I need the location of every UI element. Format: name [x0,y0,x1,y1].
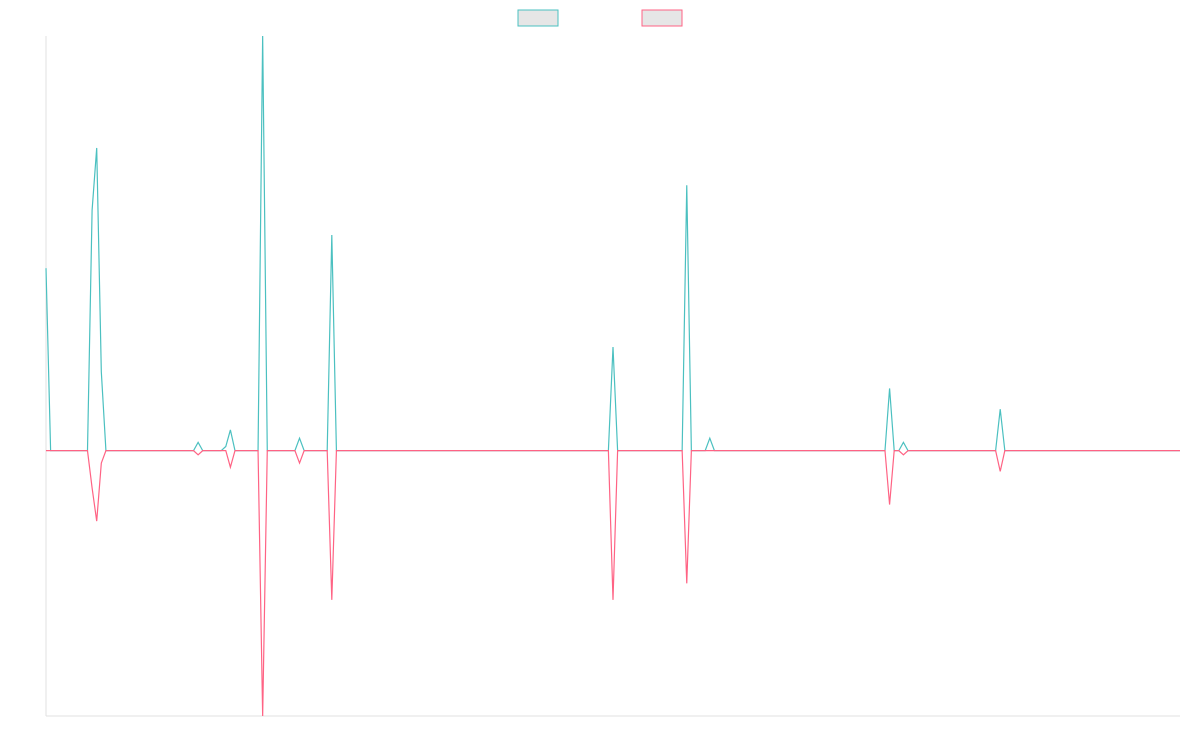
series-line [45,35,1180,452]
series-line [46,450,1180,717]
legend-swatch[interactable] [517,9,559,27]
legend-swatch[interactable] [641,9,683,27]
